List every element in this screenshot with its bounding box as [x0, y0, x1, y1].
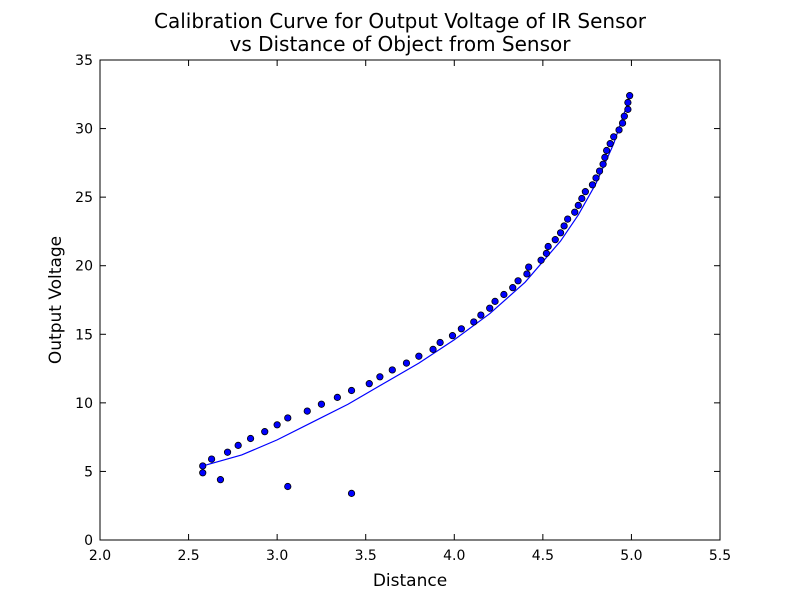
y-tick-label: 0: [84, 533, 93, 549]
data-point: [537, 256, 545, 264]
y-tick-label: 10: [75, 396, 93, 412]
x-tick-label: 3.5: [355, 548, 377, 564]
y-axis-ticks: 0 5 10 15 20 25 30 35: [75, 53, 720, 549]
x-tick-label: 5.5: [709, 548, 731, 564]
x-tick-label: 3.0: [266, 548, 288, 564]
data-point: [556, 229, 565, 237]
data-point: [500, 290, 508, 299]
data-point: [601, 153, 609, 161]
data-point: [303, 407, 311, 415]
data-point: [592, 174, 600, 182]
data-point: [477, 311, 485, 319]
y-tick-label: 20: [75, 259, 93, 275]
data-point: [333, 393, 341, 401]
data-point: [486, 304, 494, 312]
data-point: [429, 345, 437, 353]
data-point: [624, 105, 632, 113]
data-point: [376, 373, 384, 381]
data-point: [626, 92, 634, 100]
data-point: [610, 133, 618, 141]
data-point: [624, 98, 632, 107]
chart-title-line2: vs Distance of Object from Sensor: [229, 32, 571, 56]
x-tick-label: 5.0: [620, 548, 642, 564]
plot-area: [99, 59, 721, 541]
data-point: [317, 400, 326, 408]
data-point: [234, 441, 242, 449]
data-point: [273, 421, 281, 429]
x-tick-label: 2.0: [89, 548, 111, 564]
data-point: [514, 277, 522, 285]
data-point: [523, 270, 531, 278]
chart-title-line1: Calibration Curve for Output Voltage of …: [154, 9, 647, 33]
y-tick-label: 25: [75, 190, 93, 206]
data-point: [436, 338, 444, 347]
fit-line-layer: [202, 96, 631, 467]
data-point: [347, 489, 356, 497]
data-point: [564, 215, 572, 223]
data-point: [365, 380, 373, 388]
y-axis-label: Output Voltage: [46, 236, 66, 364]
data-point: [199, 462, 207, 470]
data-point: [574, 201, 582, 209]
data-point: [571, 208, 579, 216]
plot-frame: [99, 59, 721, 541]
data-point: [542, 249, 551, 257]
y-tick-label: 15: [75, 327, 93, 343]
data-point: [216, 476, 225, 484]
y-tick-label: 35: [75, 53, 93, 69]
data-point: [246, 434, 255, 443]
data-point: [618, 119, 627, 127]
data-point: [223, 448, 232, 456]
data-point: [560, 222, 568, 230]
data-point: [402, 359, 411, 367]
data-point: [525, 263, 533, 271]
x-tick-label: 2.5: [177, 548, 199, 564]
y-tick-label: 30: [75, 122, 93, 138]
data-point: [448, 332, 457, 340]
scatter-points-layer: [199, 92, 634, 497]
y-tick-label: 5: [84, 464, 93, 480]
x-tick-label: 4.0: [443, 548, 465, 564]
data-point: [551, 236, 559, 244]
data-point: [599, 160, 607, 168]
data-point: [595, 167, 604, 175]
data-point: [581, 188, 589, 196]
data-point: [261, 428, 269, 436]
x-axis-ticks: 2.0 2.5 3.0 3.5 4.0 4.5 5.0 5.5: [89, 60, 731, 564]
data-point: [544, 242, 552, 251]
data-point: [606, 140, 614, 148]
data-point: [208, 455, 216, 463]
data-point: [615, 126, 623, 134]
data-point: [491, 297, 499, 305]
data-point: [284, 482, 292, 491]
data-point: [457, 325, 465, 333]
data-point: [578, 194, 586, 203]
data-point: [284, 414, 292, 422]
x-axis-label: Distance: [373, 571, 447, 591]
data-point: [470, 318, 478, 326]
data-point: [347, 386, 356, 395]
data-point: [509, 284, 517, 292]
x-tick-label: 4.5: [532, 548, 554, 564]
data-point: [199, 469, 207, 477]
data-point: [588, 181, 597, 189]
data-point: [415, 352, 423, 360]
data-point: [388, 366, 396, 374]
data-point: [620, 112, 628, 120]
data-point: [603, 146, 611, 155]
fit-curve-line: [202, 96, 631, 467]
